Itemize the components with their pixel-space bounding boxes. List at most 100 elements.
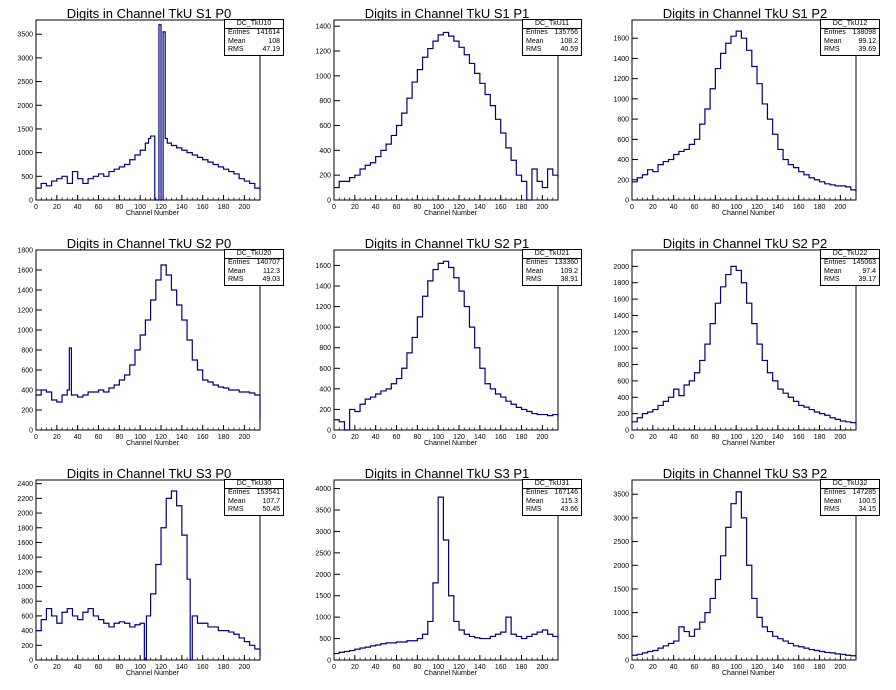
y-tick-label: 1600 (613, 297, 629, 304)
stats-row-rms: RMS 50.45 (225, 506, 283, 514)
stats-row-rms: RMS 49.03 (225, 276, 283, 284)
x-tick-label: 180 (814, 434, 826, 441)
stats-row-entries: Entries 138098 (821, 29, 879, 37)
stats-value: 50.45 (262, 506, 280, 514)
x-tick-label: 160 (197, 204, 209, 211)
histogram-series-line (632, 265, 857, 426)
histogram-series-line (334, 260, 559, 431)
x-tick-label: 60 (393, 664, 401, 671)
x-tick-label: 100 (134, 434, 146, 441)
stats-row-entries: Entries 145063 (821, 259, 879, 267)
x-tick-label: 160 (495, 434, 507, 441)
y-tick-label: 0 (29, 198, 33, 205)
stats-row-entries: Entries 153541 (225, 489, 283, 497)
histogram-plot: 0 20 40 60 80 100 120 140 160 180 2000200400600800… (613, 249, 857, 441)
x-tick-label: 20 (53, 664, 61, 671)
stats-label: Entries (526, 29, 548, 37)
x-tick-label: 80 (711, 204, 719, 211)
stats-row-mean: Mean 108 (225, 38, 283, 46)
x-tick-label: 40 (372, 434, 380, 441)
y-tick-label: 2400 (17, 481, 33, 488)
stats-value: 147285 (852, 489, 876, 497)
stats-box: DC_TkU32 Entries 147285 Mean 100.5 RMS 34.15 (820, 479, 880, 516)
stats-label: RMS (228, 46, 244, 54)
stats-label: RMS (228, 506, 244, 514)
x-tick-label: 120 (751, 664, 763, 671)
y-tick-label: 0 (327, 658, 331, 665)
x-tick-label: 100 (432, 434, 444, 441)
stats-value: 108 (268, 37, 280, 45)
stats-row-entries: Entries 141614 (225, 29, 283, 37)
x-tick-label: 180 (516, 434, 528, 441)
y-tick-label: 1200 (315, 49, 331, 56)
stats-row-rms: RMS 38.91 (523, 276, 581, 284)
stats-label: RMS (526, 506, 542, 514)
histogram-plot: 0 20 40 60 80 100 120 140 160 180 2000500100015002… (613, 479, 857, 671)
y-tick-label: 200 (21, 643, 33, 650)
y-tick-label: 500 (617, 634, 629, 641)
y-tick-label: 1800 (17, 525, 33, 532)
x-tick-label: 160 (197, 664, 209, 671)
stats-label: RMS (824, 506, 840, 514)
stats-label: RMS (526, 46, 542, 54)
x-tick-label: 200 (239, 434, 251, 441)
histogram-series-line (36, 490, 261, 661)
x-axis-title: Channel Number (722, 670, 775, 677)
x-tick-label: 60 (691, 204, 699, 211)
stats-value: 109.2 (560, 267, 578, 275)
stats-row-mean: Mean 107.7 (225, 498, 283, 506)
x-tick-label: 120 (155, 204, 167, 211)
x-tick-label: 180 (516, 204, 528, 211)
x-tick-label: 60 (691, 664, 699, 671)
y-tick-label: 1000 (17, 584, 33, 591)
y-tick-label: 1500 (315, 593, 331, 600)
stats-value: 100.5 (858, 497, 876, 505)
histogram-title: Digits in Channel TkU S1 P0 (66, 6, 232, 21)
stats-row-rms: RMS 43.66 (523, 506, 581, 514)
y-tick-label: 1400 (315, 24, 331, 31)
x-tick-label: 80 (413, 434, 421, 441)
y-tick-label: 1000 (315, 73, 331, 80)
x-tick-label: 140 (474, 204, 486, 211)
stats-value: 135756 (554, 29, 578, 37)
x-axis-title: Channel Number (126, 440, 179, 447)
y-tick-label: 800 (617, 117, 629, 124)
x-tick-label: 200 (537, 664, 549, 671)
y-tick-label: 1200 (17, 569, 33, 576)
stats-box: DC_TkU20 Entries 140707 Mean 112.3 RMS 49.03 (224, 249, 284, 286)
histogram-pad: Digits in Channel TkU S2 P2 0 20 40 60 80 100 1… (596, 230, 894, 460)
stats-value: 133360 (554, 259, 578, 267)
histogram-pad: Digits in Channel TkU S3 P0 0 20 40 60 80 100 1… (0, 460, 298, 690)
x-tick-label: 20 (53, 204, 61, 211)
stats-name: DC_TkU20 (225, 250, 283, 260)
y-tick-label: 2500 (315, 550, 331, 557)
stats-row-entries: Entries 140707 (225, 259, 283, 267)
x-tick-label: 20 (351, 664, 359, 671)
stats-row-entries: Entries 147285 (821, 489, 879, 497)
x-tick-label: 20 (351, 434, 359, 441)
x-tick-label: 160 (793, 204, 805, 211)
stats-name: DC_TkU11 (523, 20, 581, 30)
x-tick-label: 60 (691, 434, 699, 441)
y-tick-label: 4000 (315, 486, 331, 493)
y-tick-label: 0 (327, 198, 331, 205)
y-tick-label: 1200 (613, 329, 629, 336)
y-tick-label: 1000 (315, 615, 331, 622)
y-tick-label: 0 (625, 428, 629, 435)
stats-row-mean: Mean 99.12 (821, 38, 879, 46)
histogram-pad: Digits in Channel TkU S1 P1 0 20 40 60 80 100 1… (298, 0, 596, 230)
y-tick-label: 1600 (613, 36, 629, 43)
stats-row-rms: RMS 39.17 (821, 276, 879, 284)
x-tick-label: 80 (115, 664, 123, 671)
histogram-plot: 0 20 40 60 80 100 120 140 160 180 2000200400600800… (17, 479, 261, 671)
histogram-series-line (334, 496, 559, 655)
histogram-series-line (334, 31, 559, 201)
x-tick-label: 0 (34, 204, 38, 211)
stats-value: 39.69 (858, 46, 876, 54)
stats-row-mean: Mean 109.2 (523, 268, 581, 276)
histogram-title: Digits in Channel TkU S2 P1 (364, 236, 530, 251)
x-tick-label: 200 (835, 664, 847, 671)
stats-box: DC_TkU22 Entries 145063 Mean 97.4 RMS 39.17 (820, 249, 880, 286)
stats-box: DC_TkU10 Entries 141614 Mean 108 RMS 47.19 (224, 19, 284, 56)
y-tick-label: 500 (21, 174, 33, 181)
